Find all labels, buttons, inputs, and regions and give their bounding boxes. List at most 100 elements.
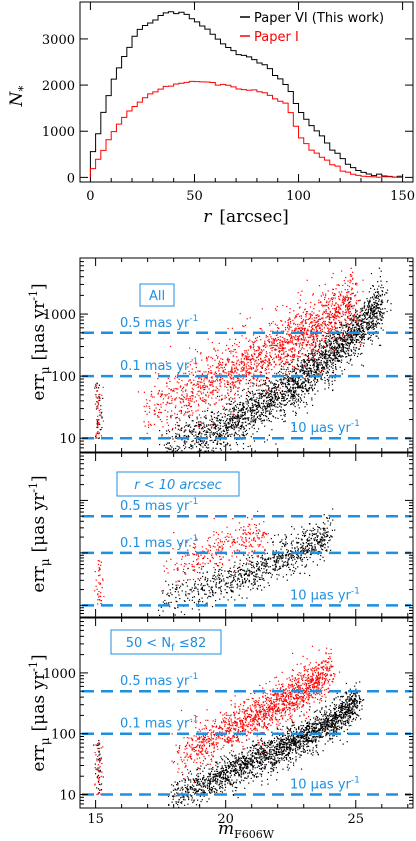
scatter-point bbox=[318, 357, 320, 359]
scatter-point bbox=[191, 414, 193, 416]
scatter-point bbox=[252, 419, 254, 421]
scatter-point bbox=[328, 308, 330, 310]
scatter-point bbox=[320, 361, 322, 364]
scatter-point bbox=[224, 409, 226, 411]
scatter-point bbox=[280, 365, 283, 367]
scatter-point bbox=[199, 421, 201, 423]
scatter-point bbox=[275, 398, 277, 400]
scatter-point bbox=[210, 589, 212, 591]
scatter-point bbox=[344, 347, 346, 349]
scatter-point bbox=[265, 409, 267, 411]
scatter-point bbox=[220, 443, 222, 445]
scatter-point bbox=[350, 338, 352, 340]
scatter-point bbox=[361, 318, 363, 320]
scatter-point bbox=[301, 290, 303, 292]
scatter-point bbox=[200, 387, 202, 390]
scatter-point bbox=[375, 307, 377, 309]
scatter-point bbox=[327, 367, 329, 369]
scatter-point bbox=[94, 403, 97, 405]
scatter-point bbox=[244, 577, 246, 580]
scatter-point bbox=[323, 341, 325, 343]
scatter-point bbox=[252, 367, 255, 370]
scatter-point bbox=[338, 295, 340, 298]
scatter-point bbox=[306, 279, 308, 281]
scatter-point bbox=[210, 381, 212, 383]
scatter-point bbox=[364, 301, 366, 303]
scatter-point bbox=[259, 406, 261, 408]
scatter-point bbox=[309, 353, 311, 355]
scatter-point bbox=[315, 370, 317, 372]
scatter-point bbox=[99, 411, 101, 413]
scatter-point bbox=[345, 356, 347, 358]
scatter-point bbox=[236, 360, 238, 362]
scatter-point bbox=[341, 373, 343, 375]
scatter-point bbox=[336, 347, 338, 349]
scatter-point bbox=[192, 596, 194, 598]
scatter-point bbox=[210, 424, 212, 426]
scatter-point bbox=[195, 349, 197, 351]
scatter-point bbox=[192, 569, 194, 571]
scatter-point bbox=[255, 359, 257, 361]
scatter-point bbox=[318, 373, 320, 375]
scatter-point bbox=[234, 343, 236, 345]
scatter-point bbox=[304, 534, 307, 537]
scatter-point bbox=[363, 335, 365, 337]
scatter-point bbox=[339, 354, 341, 356]
scatter-point bbox=[333, 294, 335, 296]
scatter-point bbox=[291, 351, 293, 353]
scatter-point bbox=[196, 436, 198, 438]
scatter-point bbox=[339, 355, 341, 357]
scatter-point bbox=[231, 424, 233, 426]
scatter-point bbox=[361, 320, 363, 323]
scatter-point bbox=[221, 352, 224, 354]
scatter-point bbox=[372, 326, 374, 328]
scatter-point bbox=[346, 296, 348, 298]
scatter-point bbox=[95, 433, 97, 435]
scatter-point bbox=[296, 546, 298, 548]
scatter-point bbox=[351, 293, 353, 295]
scatter-point bbox=[261, 422, 263, 424]
scatter-point bbox=[199, 370, 201, 372]
scatter-point bbox=[334, 327, 336, 329]
scatter-point bbox=[353, 329, 355, 331]
scatter-point bbox=[271, 338, 273, 340]
scatter-point bbox=[335, 311, 337, 313]
scatter-point bbox=[290, 326, 292, 328]
scatter-point bbox=[217, 427, 219, 429]
scatter-point bbox=[305, 313, 307, 315]
scatter-point bbox=[337, 357, 339, 360]
scatter-point bbox=[244, 412, 246, 414]
scatter-point bbox=[215, 586, 217, 588]
scatter-point bbox=[270, 393, 272, 395]
scatter-point bbox=[219, 425, 221, 427]
scatter-point bbox=[250, 363, 252, 365]
scatter-point bbox=[304, 378, 306, 380]
scatter-point bbox=[211, 341, 213, 344]
scatter-point bbox=[307, 371, 309, 373]
scatter-point bbox=[318, 351, 320, 353]
scatter-point bbox=[303, 340, 305, 342]
scatter-point bbox=[351, 275, 353, 277]
scatter-point bbox=[102, 397, 104, 399]
scatter-point bbox=[300, 379, 302, 381]
scatter-point bbox=[227, 599, 229, 601]
scatter-point bbox=[234, 422, 237, 424]
scatter-point bbox=[339, 334, 341, 336]
scatter-point bbox=[247, 382, 249, 384]
scatter-point bbox=[330, 328, 332, 330]
scatter-point bbox=[295, 368, 298, 370]
scatter-point bbox=[174, 413, 176, 415]
histogram-series bbox=[89, 11, 404, 178]
scatter-point bbox=[316, 373, 318, 375]
panel-label-all: All bbox=[149, 289, 165, 304]
scatter-point bbox=[286, 386, 288, 388]
scatter-point bbox=[336, 337, 338, 339]
scatter-point bbox=[259, 348, 261, 350]
scatter-point bbox=[260, 402, 263, 404]
scatter-point bbox=[175, 450, 177, 452]
scatter-point bbox=[276, 410, 278, 412]
scatter-point bbox=[356, 320, 358, 322]
scatter-point bbox=[324, 324, 326, 326]
scatter-point bbox=[268, 410, 270, 412]
